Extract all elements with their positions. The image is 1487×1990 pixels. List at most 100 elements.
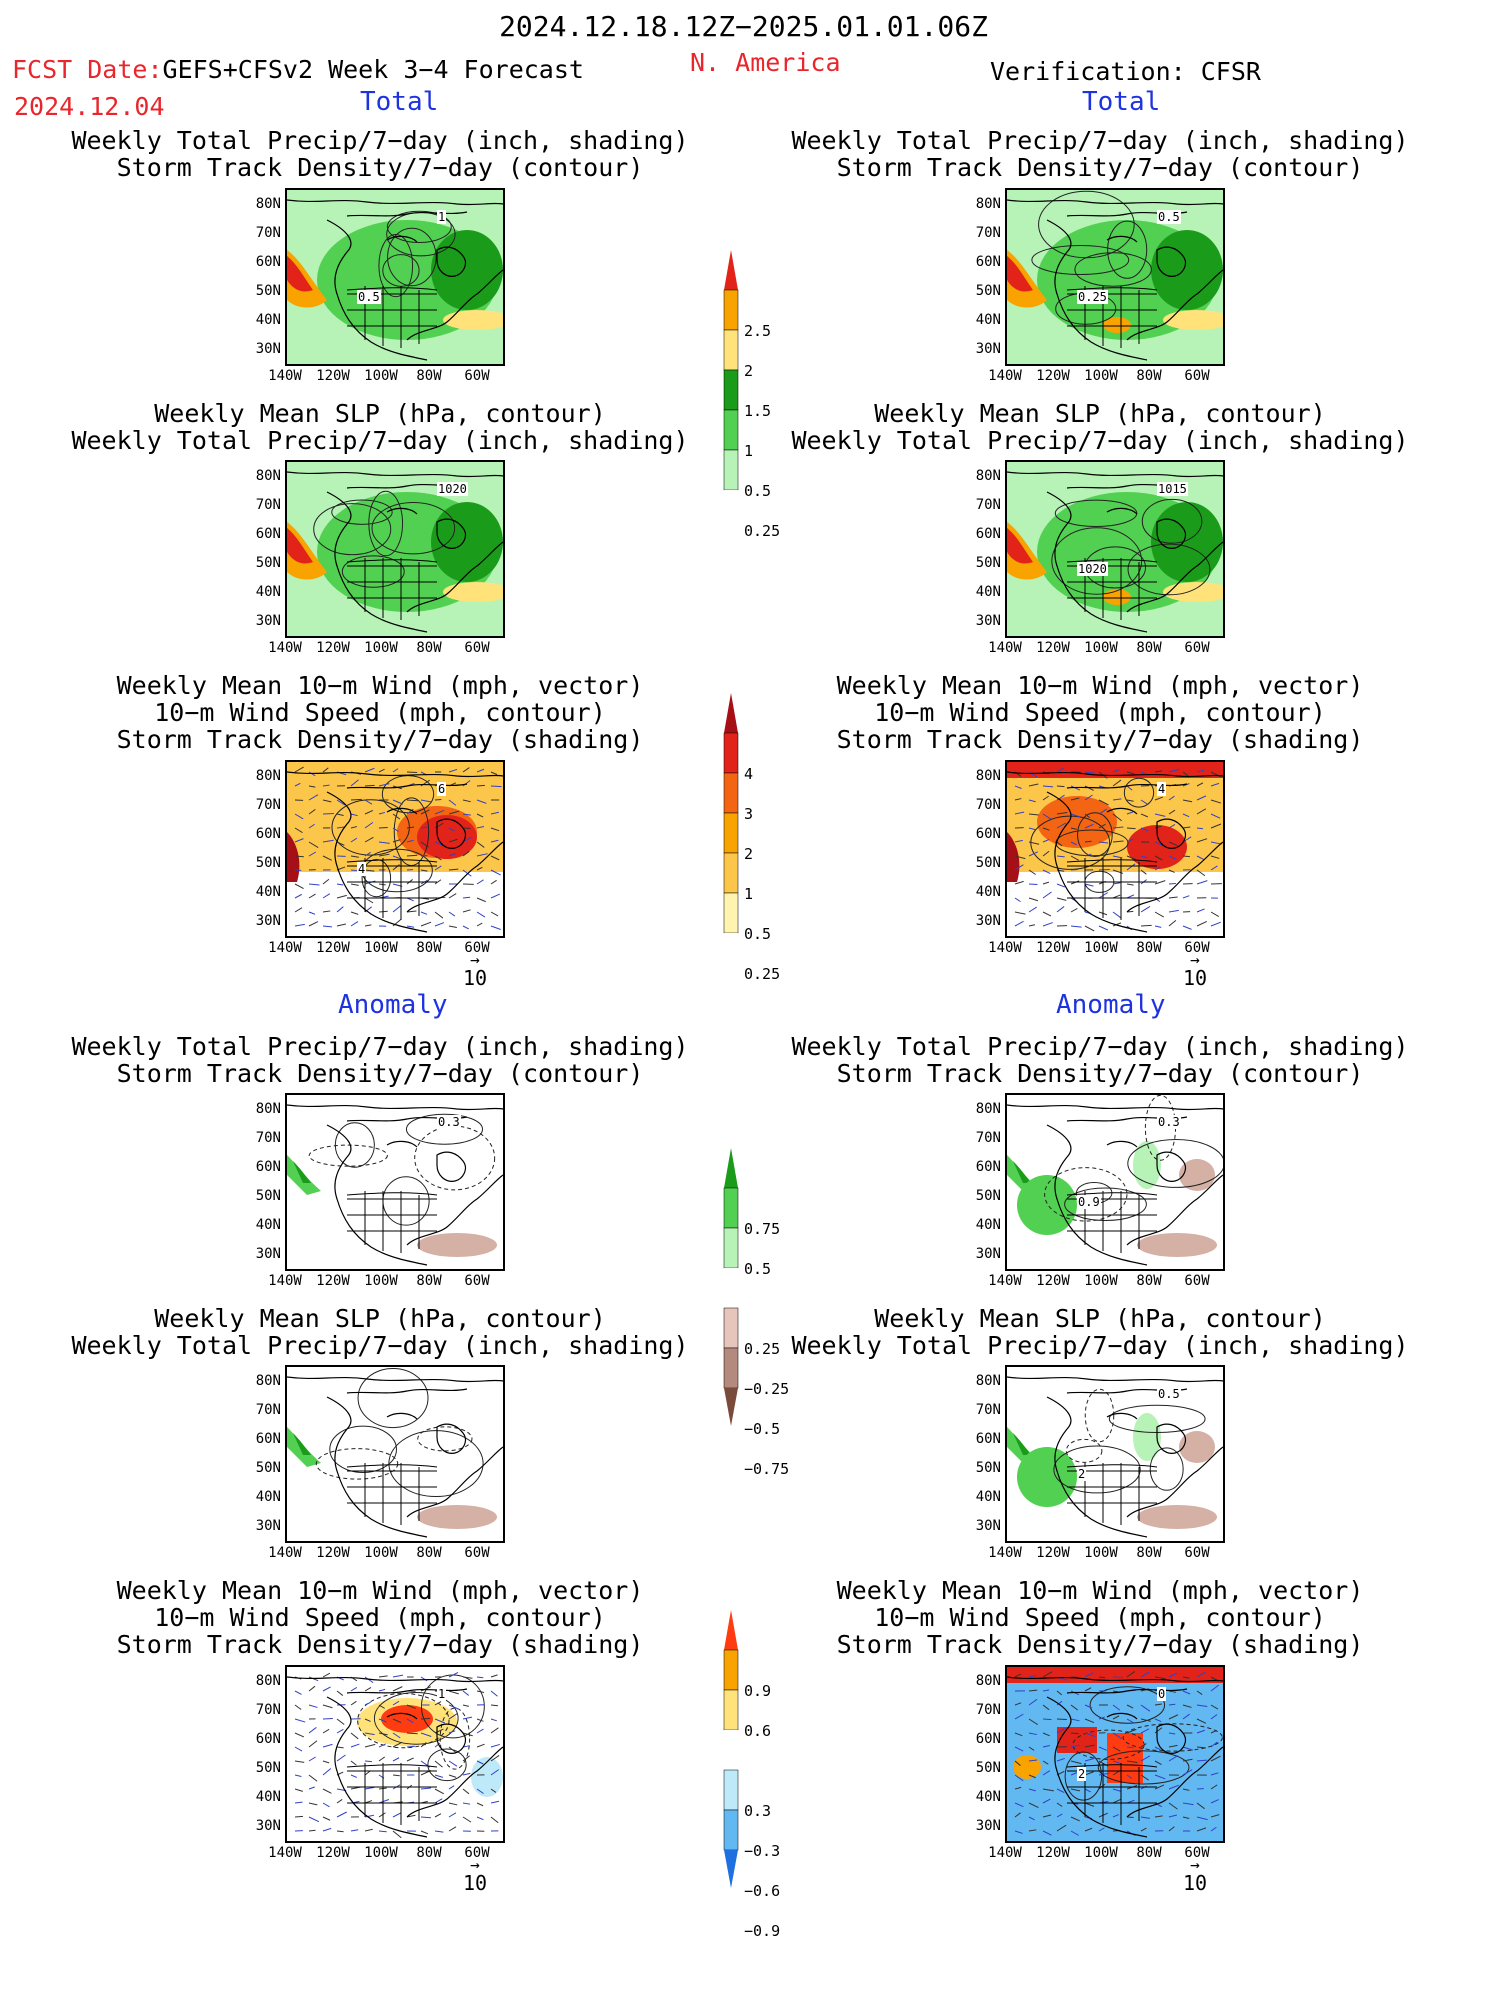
colorbar-top-arrow [724,1148,738,1188]
colorbar-bottom-arrow [724,1850,738,1888]
wind-vector [365,785,375,786]
lat-label: 30N [247,1246,281,1262]
colorbar-label: 2.5 [744,322,771,340]
panel-title: Weekly Mean 10−m Wind (mph, vector)10−m … [740,1577,1460,1658]
lat-label: 70N [967,797,1001,813]
colorbar-label: 0.9 [744,1682,771,1700]
panel-title-line: Weekly Total Precip/7−day (inch, shading… [20,1332,740,1359]
shade-neg [1137,1505,1217,1529]
vector-arrow-icon: → [1175,1859,1215,1871]
lat-label: 30N [967,341,1001,357]
lat-label: 50N [247,1460,281,1476]
lat-label: 30N [967,1518,1001,1534]
lat-label: 30N [247,613,281,629]
colorbar-swatch [724,1348,738,1388]
panel-title: Weekly Mean 10−m Wind (mph, vector)10−m … [20,672,740,753]
lon-label: 140W [981,1273,1029,1289]
panel-title-line: Weekly Total Precip/7−day (inch, shading… [740,427,1460,454]
panel-title-line: Weekly Total Precip/7−day (inch, shading… [20,127,740,154]
lon-label: 100W [1077,368,1125,384]
panel-title-line: Storm Track Density/7−day (shading) [20,726,740,753]
wind-vector [407,800,418,801]
panel-title-line: Weekly Mean 10−m Wind (mph, vector) [20,672,740,699]
lon-label: 60W [453,1273,501,1289]
contour-value-label: 0.25 [1077,290,1108,304]
lat-label: 50N [967,1760,1001,1776]
map-panel: 1 [285,1665,505,1843]
lon-label: 100W [357,1273,405,1289]
lon-label: 80W [1125,1273,1173,1289]
vector-reference-value: 10 [1175,1871,1215,1895]
colorbar-swatch [724,1770,738,1810]
panel-title-line: Weekly Mean SLP (hPa, contour) [740,1305,1460,1332]
colorbar-label: 0.6 [744,1722,771,1740]
panel-title-line: 10−m Wind Speed (mph, contour) [20,699,740,726]
colorbar-swatch [724,290,738,330]
lon-label: 120W [1029,1273,1077,1289]
lon-label: 80W [405,640,453,656]
lon-label: 120W [309,940,357,956]
vector-reference: →10 [455,1859,495,1895]
contour-value-label: 1 [437,210,446,224]
shade-pos [1057,1727,1097,1753]
colorbar-bottom-arrow [724,490,738,528]
shade-core [1037,796,1117,848]
map-canvas [287,1667,503,1841]
wind-vector [1127,828,1136,829]
wind-vector [295,856,304,857]
wind-vector [1057,786,1064,787]
lat-label: 40N [967,1489,1001,1505]
lat-label: 80N [247,1101,281,1117]
map-panel: 1020 [285,460,505,638]
lon-label: 120W [309,640,357,656]
contour-value-label: 0.3 [437,1115,461,1129]
map-canvas [287,762,503,936]
panel-title-line: Weekly Total Precip/7−day (inch, shading… [740,127,1460,154]
wind-vector [365,1761,372,1762]
lat-label: 40N [967,1217,1001,1233]
contour-value-label: 0.5 [1157,210,1181,224]
contour-value-label: 0.9 [1077,1195,1101,1209]
map-canvas [287,462,503,636]
lat-label: 80N [967,196,1001,212]
colorbar-swatch [724,813,738,853]
lat-label: 80N [247,1373,281,1389]
colorbar-label: 1 [744,442,753,460]
lon-label: 120W [1029,1845,1077,1861]
lat-label: 40N [247,1217,281,1233]
lat-label: 80N [967,468,1001,484]
lon-label: 60W [1173,1545,1221,1561]
contour-value-label: 4 [357,862,366,876]
lon-label: 140W [981,940,1029,956]
lat-label: 60N [247,526,281,542]
contour-value-label: 4 [1157,782,1166,796]
panel-title: Weekly Total Precip/7−day (inch, shading… [20,1033,740,1087]
lat-label: 60N [967,826,1001,842]
lat-label: 70N [247,497,281,513]
panel-title-line: Weekly Mean 10−m Wind (mph, vector) [740,672,1460,699]
wind-vector [421,855,427,856]
lat-label: 40N [247,312,281,328]
panel-title-line: Weekly Mean SLP (hPa, contour) [740,400,1460,427]
shade-gulf [1103,589,1131,605]
fcst-prefix: FCST Date: [12,55,163,84]
panel-title-line: Storm Track Density/7−day (shading) [740,726,1460,753]
lat-label: 30N [247,913,281,929]
colorbar-label: 3 [744,805,753,823]
lat-label: 30N [247,1818,281,1834]
panel-title-line: Weekly Mean 10−m Wind (mph, vector) [740,1577,1460,1604]
colorbar-label: 0.75 [744,1220,780,1238]
section-total-verification: Total [1082,87,1160,117]
colorbar-bottom-arrow [724,1388,738,1426]
wind-vector [379,827,388,828]
map-canvas [287,1367,503,1541]
lon-label: 120W [309,1845,357,1861]
lat-label: 60N [967,1159,1001,1175]
wind-vector [491,786,502,787]
colorbar-graphic [722,250,752,630]
panel-title-line: 10−m Wind Speed (mph, contour) [20,1604,740,1631]
colorbar-swatch [724,450,738,490]
wind-vector [1043,1719,1052,1720]
panel-title: Weekly Mean SLP (hPa, contour)Weekly Tot… [740,1305,1460,1359]
panel-title-line: Weekly Total Precip/7−day (inch, shading… [740,1033,1460,1060]
